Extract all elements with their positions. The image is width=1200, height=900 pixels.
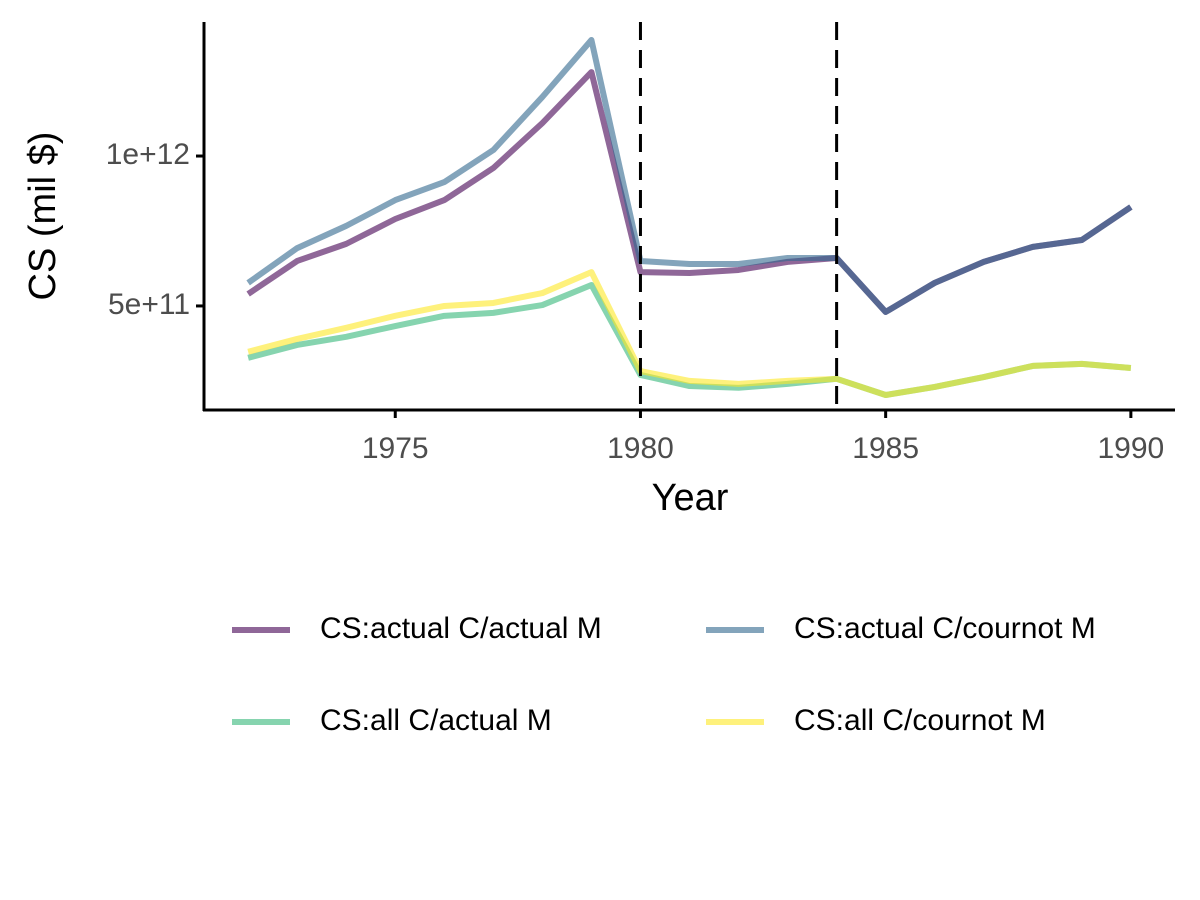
legend-label: CS:actual C/cournot M: [794, 612, 1096, 645]
x-tick-label: 1985: [852, 432, 919, 465]
x-axis-title: Year: [652, 477, 729, 519]
x-tick-label: 1980: [607, 432, 674, 465]
y-axis-title: CS (mil $): [22, 132, 64, 301]
x-tick-label: 1975: [362, 432, 429, 465]
legend-label: CS:all C/cournot M: [794, 704, 1046, 737]
y-tick-label: 1e+12: [106, 138, 190, 171]
legend-label: CS:actual C/actual M: [320, 612, 602, 645]
y-tick-label: 5e+11: [108, 288, 190, 321]
series-line: [247, 269, 1132, 399]
series-line: [246, 69, 1133, 315]
legend-label: CS:all C/actual M: [320, 704, 552, 737]
series-line: [246, 36, 1133, 315]
x-tick-label: 1990: [1097, 432, 1164, 465]
